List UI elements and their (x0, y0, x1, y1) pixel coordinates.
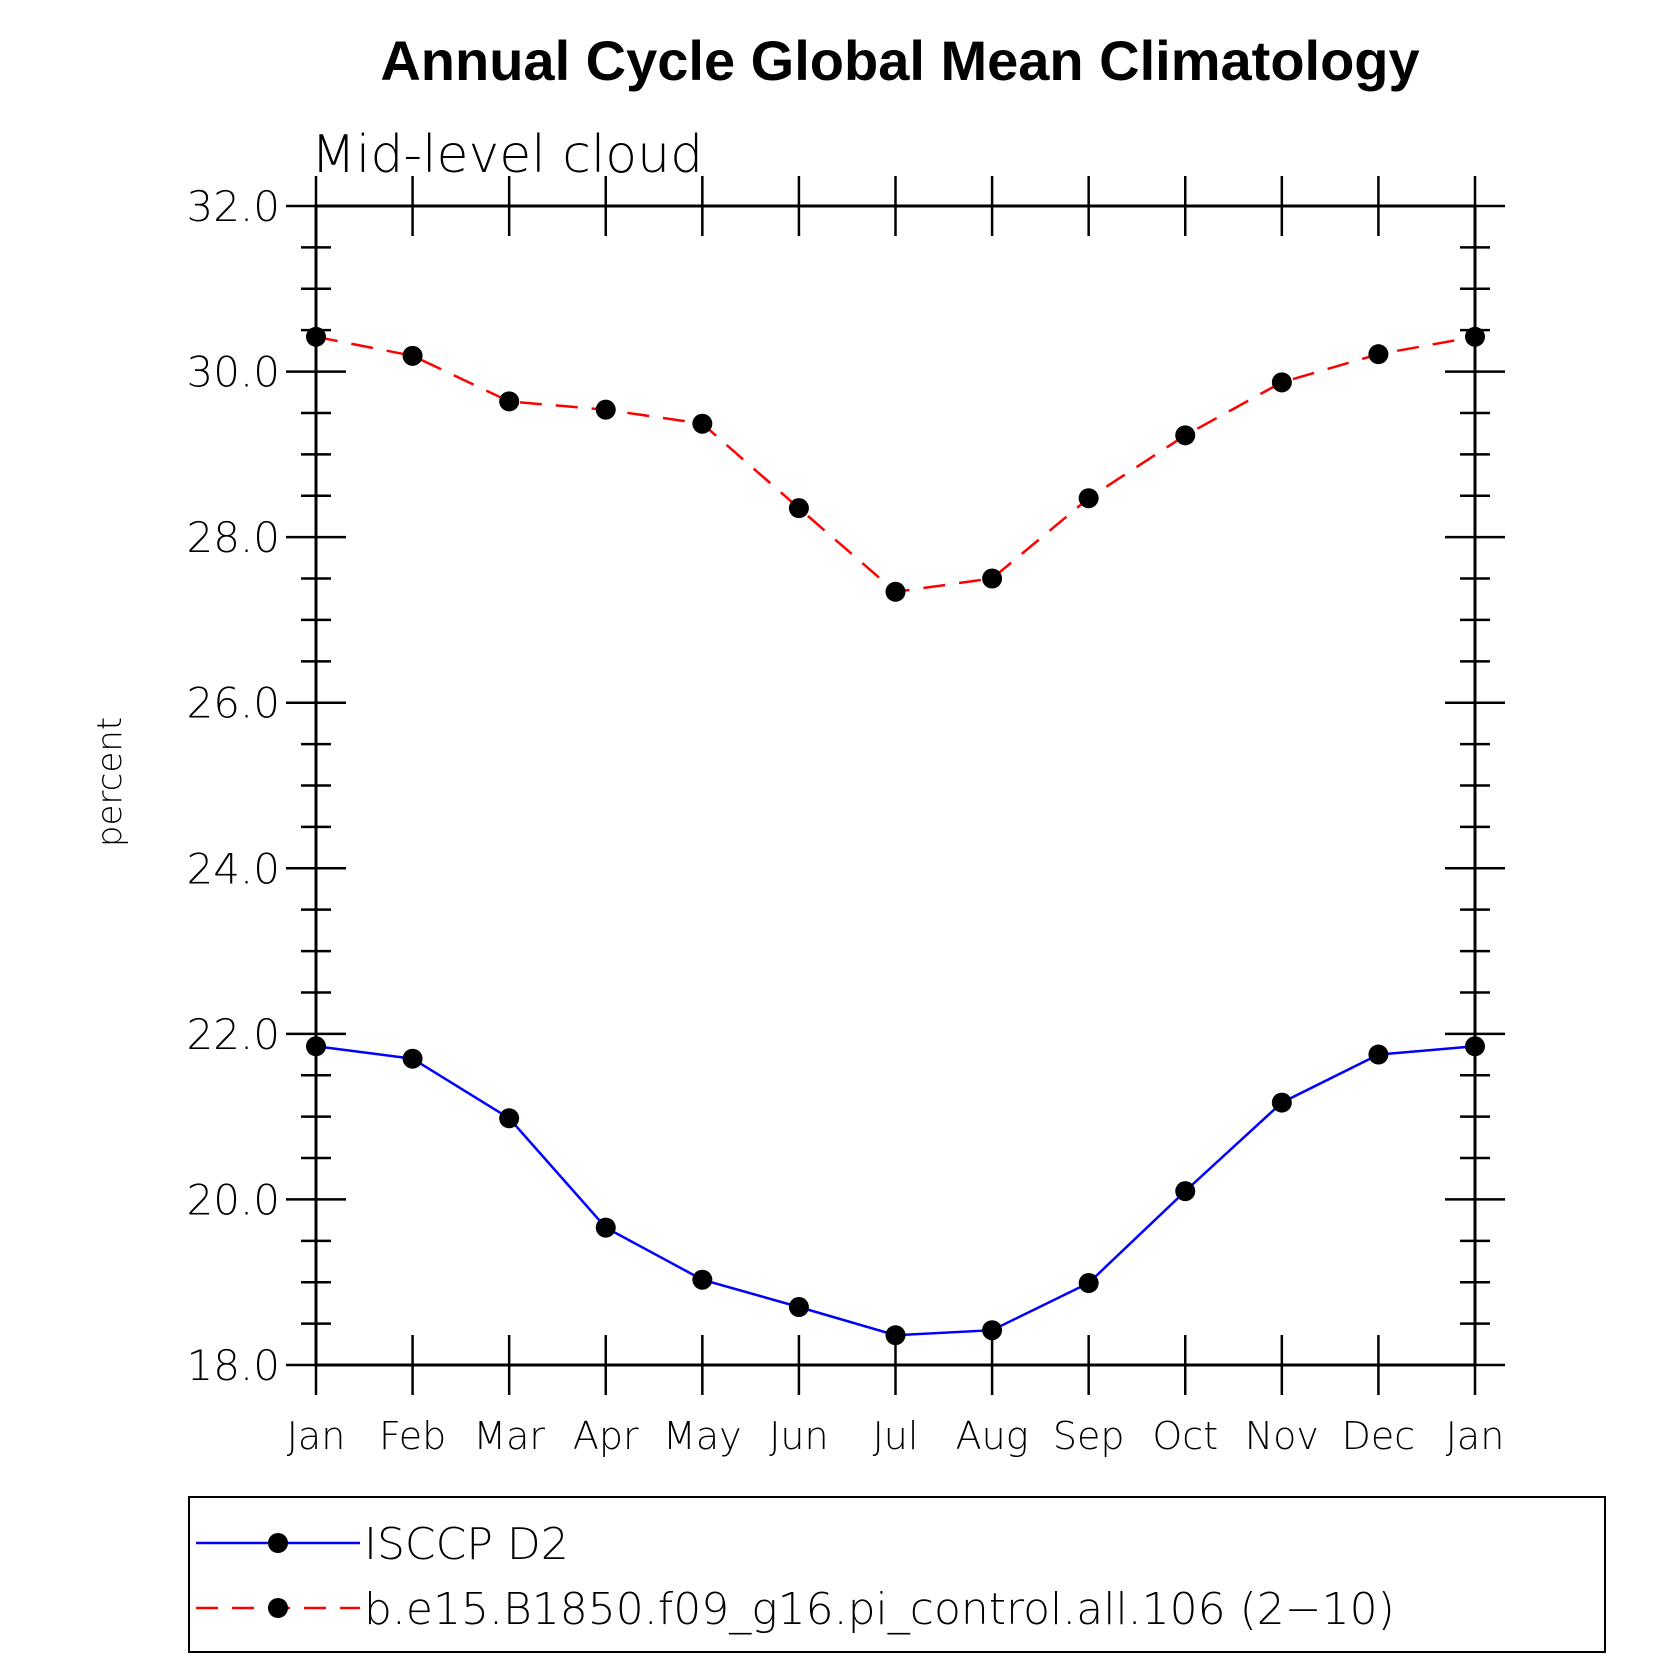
chart-title: Annual Cycle Global Mean Climatology (380, 29, 1419, 92)
legend: ISCCP D2 b.e15.B1850.f09_g16.pi_control.a… (188, 1496, 1606, 1653)
data-point (885, 581, 906, 602)
x-tick-label: Jun (769, 1414, 828, 1458)
series-layer (306, 326, 1485, 1346)
series-line-2 (315, 335, 1476, 594)
y-tick-label: 30.0 (186, 348, 280, 397)
axis-ticks (286, 176, 1505, 1395)
x-tick-label: Jul (873, 1414, 919, 1458)
data-point (402, 345, 423, 366)
data-point (1175, 1181, 1196, 1202)
data-point (595, 399, 616, 420)
legend-items: ISCCP D2 b.e15.B1850.f09_g16.pi_control.a… (196, 1519, 1395, 1635)
x-tick-label: Aug (956, 1414, 1029, 1458)
legend-box (188, 1496, 1606, 1653)
data-point (788, 1297, 809, 1318)
x-tick-label: Dec (1342, 1414, 1416, 1458)
y-tick-label: 22.0 (186, 1010, 280, 1059)
data-point (885, 1325, 906, 1346)
y-tick-label: 18.0 (186, 1341, 280, 1390)
x-tick-labels: Jan Feb Mar Apr May Jun Jul Aug Sep Oct Nov Dec Jan (287, 1414, 1505, 1458)
data-point (1368, 1044, 1389, 1065)
data-point (788, 498, 809, 519)
y-tick-label: 26.0 (186, 679, 280, 728)
data-point (982, 568, 1003, 589)
y-tick-label: 24.0 (186, 844, 280, 893)
legend-marker (268, 1598, 288, 1618)
data-point (982, 1320, 1003, 1341)
x-tick-label: Feb (379, 1414, 446, 1458)
plot-frame (314, 204, 1477, 1367)
data-point (499, 1108, 520, 1129)
data-point (499, 391, 520, 412)
data-point (1078, 1273, 1099, 1294)
legend-label: b.e15.B1850.f09_g16.pi_control.all.106 (… (364, 1584, 1395, 1635)
x-tick-label: May (663, 1414, 742, 1458)
y-axis-label: percent (90, 717, 130, 847)
x-tick-label: Oct (1152, 1414, 1218, 1458)
y-tick-label: 20.0 (186, 1175, 280, 1224)
data-point (595, 1217, 616, 1238)
y-tick-labels: 18.0 20.0 22.0 24.0 26.0 28.0 30.0 32.0 (186, 182, 280, 1390)
x-tick-label: Sep (1053, 1414, 1125, 1458)
chart-subtitle: Mid-level cloud (311, 125, 703, 185)
data-point (1271, 1092, 1292, 1113)
data-point (692, 1269, 713, 1290)
y-tick-label: 32.0 (186, 182, 280, 231)
y-tick-label: 28.0 (186, 513, 280, 562)
x-tick-label: Mar (473, 1414, 545, 1458)
legend-marker (268, 1533, 288, 1553)
x-tick-label: Apr (573, 1414, 639, 1458)
data-point (402, 1048, 423, 1069)
data-point (1078, 488, 1099, 509)
x-tick-label: Jan (1446, 1414, 1505, 1458)
x-tick-label: Nov (1245, 1414, 1319, 1458)
legend-label: ISCCP D2 (364, 1519, 569, 1570)
data-point (1368, 344, 1389, 365)
data-point (1175, 425, 1196, 446)
series-line-1 (315, 1045, 1476, 1337)
data-point (1271, 372, 1292, 393)
data-point (692, 413, 713, 434)
x-tick-label: Jan (287, 1414, 346, 1458)
